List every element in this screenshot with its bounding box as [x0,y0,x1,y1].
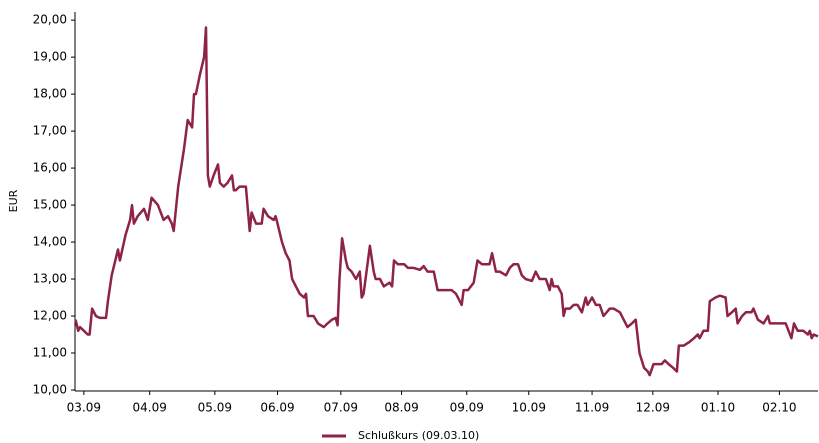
x-tick-label: 05.09 [198,401,232,415]
y-tick-label: 12,00 [33,309,67,323]
legend-label: Schlußkurs (09.03.10) [358,429,479,442]
y-axis-label: EUR [7,189,20,212]
y-tick-label: 10,00 [33,383,67,397]
x-tick-label: 09.09 [450,401,484,415]
x-tick-label: 04.09 [133,401,167,415]
x-tick-label: 10.09 [512,401,546,415]
y-tick-label: 15,00 [33,198,67,212]
x-tick-label: 06.09 [260,401,294,415]
x-tick-label: 08.09 [384,401,418,415]
y-tick-label: 13,00 [33,272,67,286]
x-tick-label: 01.10 [701,401,735,415]
x-tick-label: 07.09 [324,401,358,415]
y-tick-label: 19,00 [33,50,67,64]
price-line [74,26,819,377]
y-tick-label: 20,00 [33,13,67,27]
y-tick-label: 17,00 [33,124,67,138]
x-tick-label: 11.09 [575,401,609,415]
y-tick-label: 16,00 [33,161,67,175]
x-tick-label: 02.10 [762,401,796,415]
x-tick-label: 12.09 [636,401,670,415]
x-tick-label: 03.09 [67,401,101,415]
y-tick-label: 11,00 [33,346,67,360]
y-tick-label: 18,00 [33,87,67,101]
y-tick-label: 14,00 [33,235,67,249]
